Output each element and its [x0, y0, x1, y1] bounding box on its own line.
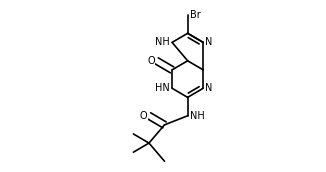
Text: N: N [205, 83, 213, 93]
Text: O: O [147, 56, 155, 66]
Text: N: N [205, 37, 213, 47]
Text: Br: Br [189, 10, 200, 20]
Text: NH: NH [156, 37, 170, 47]
Text: O: O [140, 111, 147, 121]
Text: NH: NH [190, 111, 205, 121]
Text: HN: HN [156, 83, 170, 93]
